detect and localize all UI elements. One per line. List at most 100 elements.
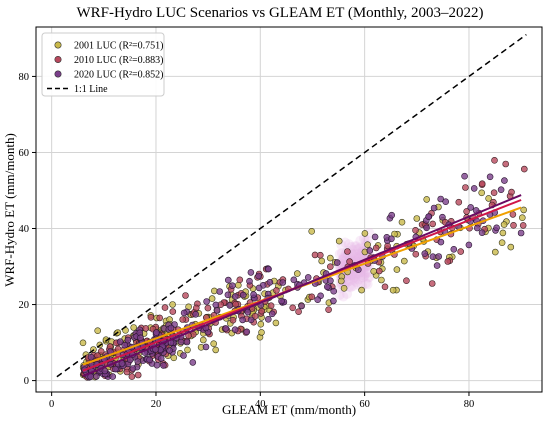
legend-marker <box>54 55 62 63</box>
data-point <box>231 293 239 300</box>
data-point <box>429 253 437 261</box>
data-point <box>130 324 137 331</box>
data-point <box>358 286 365 294</box>
halo-point <box>345 282 356 293</box>
legend-marker <box>54 41 62 49</box>
data-point <box>389 286 397 294</box>
data-point <box>246 277 253 285</box>
data-point <box>391 230 398 238</box>
data-point <box>500 221 508 228</box>
data-point <box>279 279 287 286</box>
data-point <box>423 224 430 232</box>
data-point <box>314 296 322 304</box>
halo-point <box>353 243 364 254</box>
data-point <box>202 343 210 351</box>
data-point <box>180 352 187 359</box>
data-point <box>344 248 351 255</box>
data-point <box>461 172 468 180</box>
halo-point <box>349 241 360 252</box>
data-point <box>518 214 526 221</box>
data-point <box>430 204 438 212</box>
data-point <box>375 267 383 275</box>
x-tick-label: 20 <box>151 399 162 410</box>
data-point <box>398 218 406 226</box>
halo-point <box>338 252 349 263</box>
data-point <box>463 208 470 215</box>
data-point <box>370 267 378 275</box>
data-point <box>189 359 197 366</box>
data-point <box>304 274 312 281</box>
data-point <box>180 309 188 317</box>
data-point <box>508 188 515 196</box>
data-point <box>134 371 142 379</box>
legend: 2001 LUC (R²=0.751) 2010 LUC (R²=0.883) 20… <box>41 32 165 97</box>
x-tick-label: 60 <box>359 399 370 410</box>
data-point <box>308 293 316 301</box>
data-point <box>177 338 185 346</box>
data-point <box>153 361 161 369</box>
data-point <box>236 276 244 284</box>
halo-point <box>343 239 354 250</box>
x-tick-label: 0 <box>49 399 54 410</box>
legend-box <box>41 32 165 97</box>
data-point <box>229 316 237 324</box>
data-point <box>250 291 257 298</box>
data-point <box>128 373 136 380</box>
data-point <box>502 160 510 168</box>
data-point <box>337 277 345 285</box>
halo-point <box>352 249 363 260</box>
one-to-one-line <box>56 33 527 378</box>
y-tick-label: 0 <box>24 376 29 387</box>
data-point <box>435 253 443 260</box>
halo-point <box>363 272 374 283</box>
data-point <box>507 243 515 251</box>
data-point <box>381 283 389 291</box>
data-point <box>203 298 210 305</box>
data-point <box>244 308 252 316</box>
data-point <box>169 308 177 315</box>
data-point <box>226 302 234 309</box>
data-point <box>170 354 178 362</box>
data-point <box>425 213 432 220</box>
chart-title: WRF-Hydro LUC Scenarios vs GLEAM ET (Mon… <box>76 5 483 21</box>
data-point <box>364 241 371 248</box>
halo-point <box>360 278 371 289</box>
data-point <box>184 346 191 354</box>
data-point <box>182 292 189 299</box>
halo-point <box>349 272 360 283</box>
data-point <box>335 237 343 245</box>
data-point <box>519 222 527 229</box>
data-point <box>267 302 275 310</box>
data-point <box>109 373 116 380</box>
data-point <box>403 277 410 285</box>
data-point <box>121 341 128 349</box>
data-point <box>437 238 445 246</box>
data-point <box>520 206 528 214</box>
data-point <box>129 365 137 372</box>
halo-point <box>354 251 365 262</box>
data-point <box>264 315 272 323</box>
y-tick-label: 40 <box>19 224 30 235</box>
data-point <box>510 222 517 229</box>
data-point <box>498 239 506 246</box>
ticks: 0 20 40 60 80 0 20 40 60 80 <box>19 72 475 410</box>
data-point <box>225 276 232 284</box>
x-axis-label: GLEAM ET (mm/month) <box>222 402 356 417</box>
data-point <box>258 329 265 336</box>
halo-point <box>348 273 359 284</box>
data-point <box>208 295 216 302</box>
data-point <box>520 165 528 173</box>
data-point <box>330 297 337 305</box>
data-point <box>311 251 319 259</box>
data-point <box>470 185 478 192</box>
data-point <box>493 224 500 232</box>
y-axis-label: WRF-Hydro ET (mm/month) <box>2 133 17 287</box>
data-point <box>388 235 395 243</box>
data-point <box>499 229 507 237</box>
data-point <box>116 338 124 346</box>
data-point <box>257 320 265 328</box>
data-point <box>372 244 380 252</box>
data-point <box>467 204 475 211</box>
data-point <box>161 304 169 311</box>
